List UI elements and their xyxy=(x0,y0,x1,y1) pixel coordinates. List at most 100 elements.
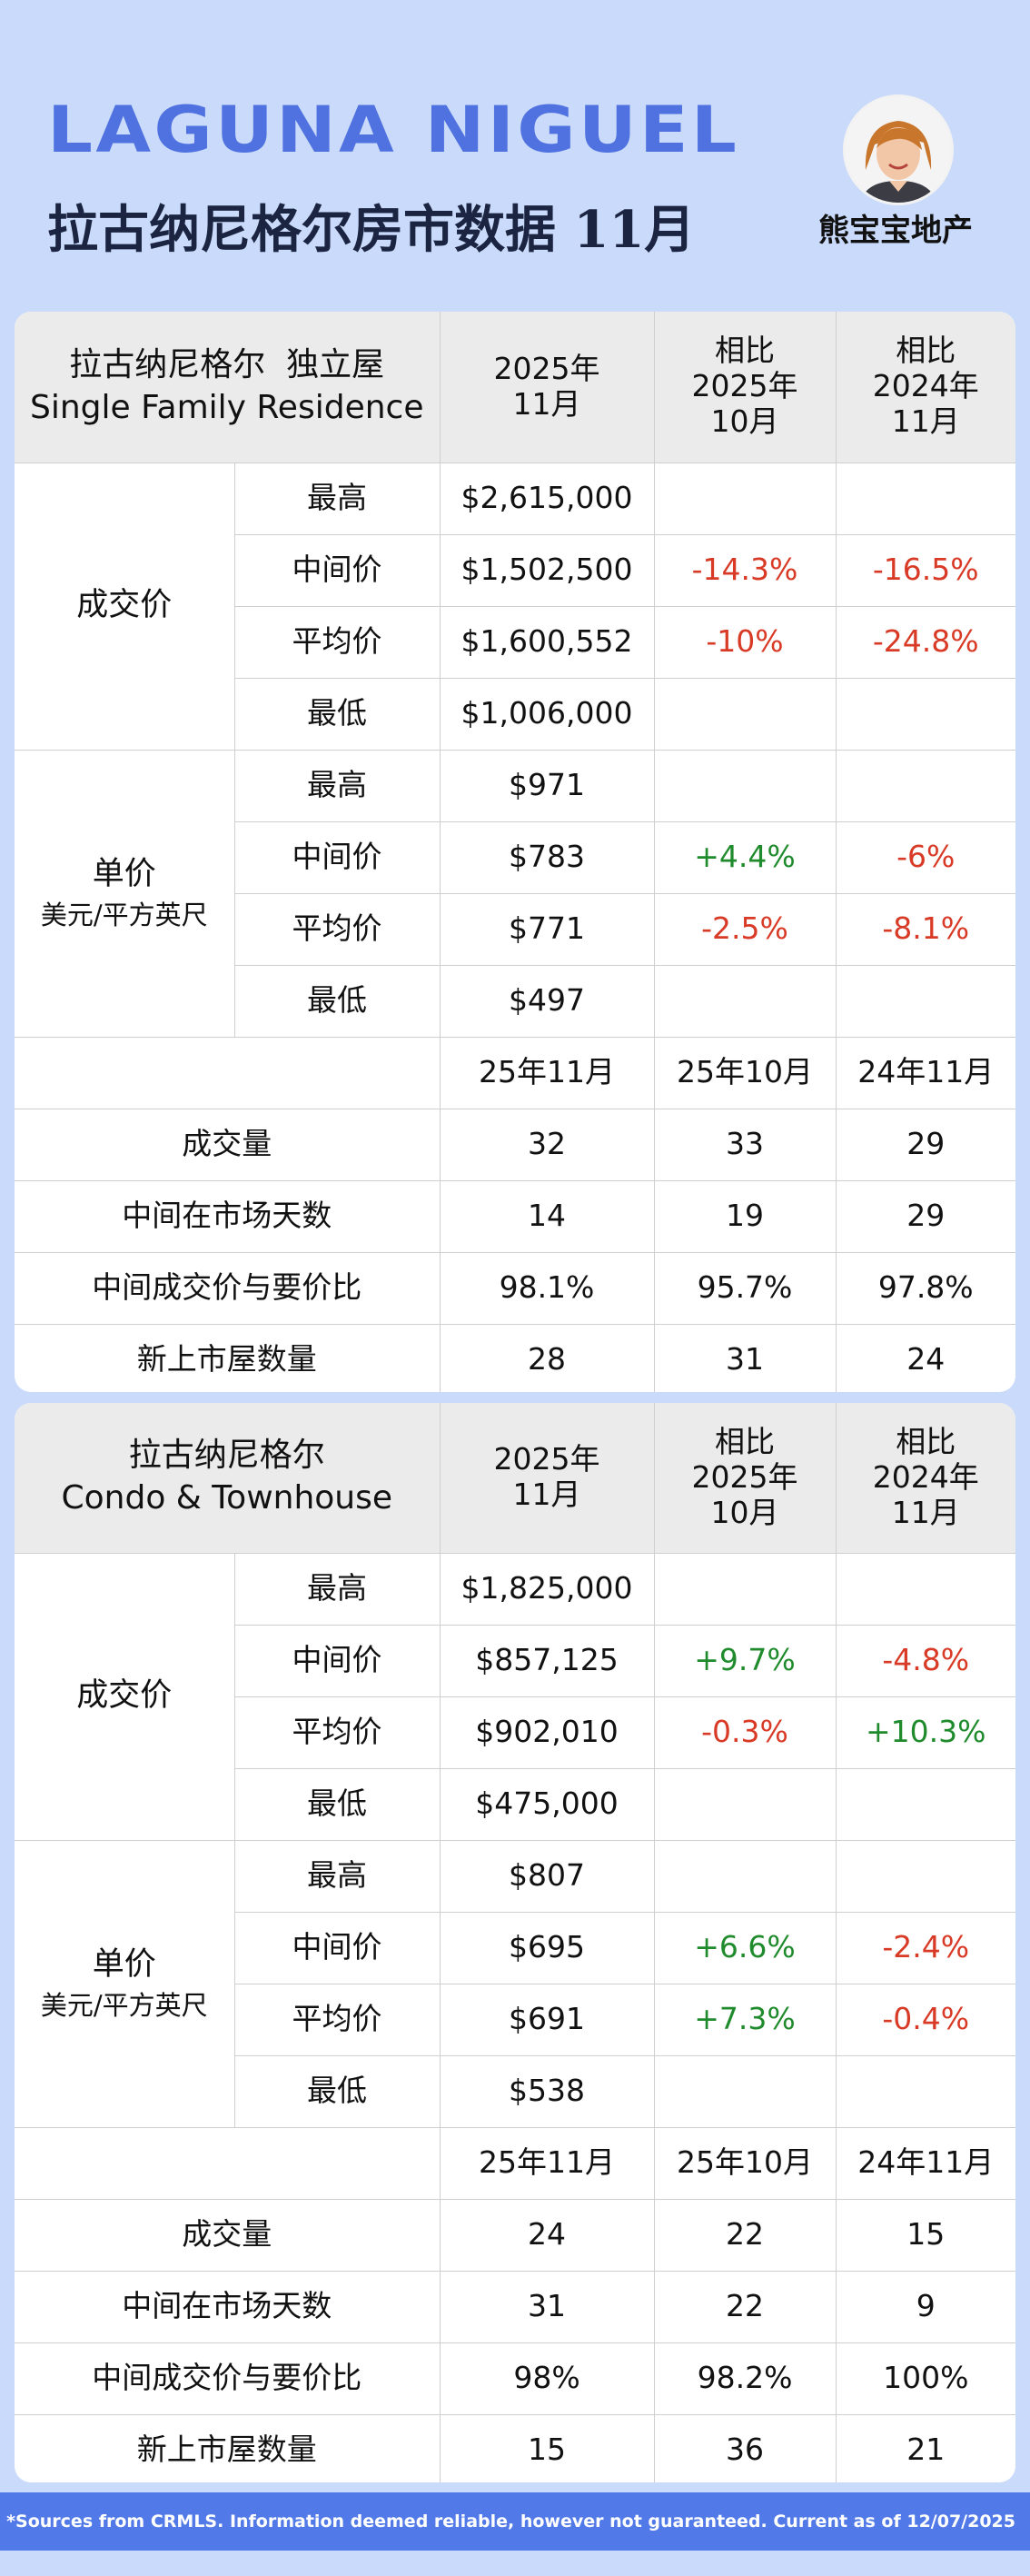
header-line: 2025年 xyxy=(691,368,798,404)
period-header-row: 25年11月 25年10月 24年11月 xyxy=(15,2126,1015,2200)
table-row: 成交价 最高 $2,615,000 xyxy=(15,462,1015,751)
unit-price-label: 单价 xyxy=(92,856,156,893)
table-row: 最低 $538 xyxy=(15,2054,1015,2128)
row-label: 中间价 xyxy=(233,1911,441,1984)
stat-value: 14 xyxy=(439,1179,655,1253)
mom-header: 相比 2025年 10月 xyxy=(653,1403,837,1554)
row-value: $902,010 xyxy=(439,1696,655,1769)
stat-label: 新上市屋数量 xyxy=(15,2413,441,2482)
row-label: 最高 xyxy=(233,462,441,535)
mom-change xyxy=(653,964,837,1038)
mom-change: +4.4% xyxy=(653,821,837,894)
header-line: 2024年 xyxy=(872,368,979,404)
mom-change: -2.5% xyxy=(653,892,837,966)
agent-portrait-icon xyxy=(846,97,951,203)
property-type-cn: 拉古纳尼格尔 xyxy=(128,1437,325,1475)
stat-value: 98.2% xyxy=(653,2342,837,2415)
property-type-en: Single Family Residence xyxy=(30,388,424,426)
row-label: 平均价 xyxy=(233,892,441,966)
stat-row: 中间在市场天数 31 22 9 xyxy=(15,2270,1015,2343)
stat-row: 新上市屋数量 15 36 21 xyxy=(15,2413,1015,2482)
page-header: LAGUNA NIGUEL 拉古纳尼格尔房市数据 11月 熊宝宝地产 xyxy=(0,0,1030,309)
stat-value: 15 xyxy=(439,2413,655,2482)
property-type-cn: 拉古纳尼格尔 独立屋 xyxy=(69,345,385,383)
stat-value: 33 xyxy=(653,1108,837,1181)
mom-change xyxy=(653,1767,837,1841)
row-value: $771 xyxy=(439,892,655,966)
mom-change: +6.6% xyxy=(653,1911,837,1984)
table-row: 平均价 $771 -2.5% -8.1% xyxy=(15,892,1015,966)
mom-header: 相比 2025年 10月 xyxy=(653,312,837,463)
current-period-header: 2025年 11月 xyxy=(439,1403,655,1554)
header-line: 10月 xyxy=(710,1494,779,1530)
source-footer: *Sources from CRMLS. Information deemed … xyxy=(0,2492,1030,2551)
row-label: 中间价 xyxy=(233,533,441,607)
yoy-change: -8.1% xyxy=(835,892,1015,966)
property-type-en: Condo & Townhouse xyxy=(61,1479,393,1517)
stat-value: 21 xyxy=(835,2413,1015,2482)
stat-value: 31 xyxy=(439,2270,655,2343)
stat-value: 9 xyxy=(835,2270,1015,2343)
agency-name: 熊宝宝地产 xyxy=(818,213,973,249)
header-line: 相比 xyxy=(715,333,775,369)
header-line: 11月 xyxy=(891,1494,960,1530)
sale-price-group-label: 成交价 xyxy=(15,1552,235,1841)
yoy-header: 相比 2024年 11月 xyxy=(835,1403,1015,1554)
row-label: 最高 xyxy=(233,1839,441,1913)
stat-label: 中间成交价与要价比 xyxy=(15,2342,441,2415)
table-row: 成交价 最高 $1,825,000 xyxy=(15,1552,1015,1841)
table-row: 中间价 $783 +4.4% -6% xyxy=(15,821,1015,894)
mom-change xyxy=(653,749,837,822)
stat-row: 成交量 24 22 15 xyxy=(15,2198,1015,2272)
row-label: 平均价 xyxy=(233,1983,441,2056)
mom-change: +7.3% xyxy=(653,1983,837,2056)
row-label: 平均价 xyxy=(233,605,441,679)
mom-change xyxy=(653,677,837,751)
yoy-change: -16.5% xyxy=(835,533,1015,607)
period-header-row: 25年11月 25年10月 24年11月 xyxy=(15,1036,1015,1109)
unit-price-unit: 美元/平方英尺 xyxy=(40,899,208,930)
stat-value: 95.7% xyxy=(653,1251,837,1325)
period-label: 24年11月 xyxy=(835,2126,1015,2200)
stat-value: 31 xyxy=(653,1323,837,1392)
mom-change: -0.3% xyxy=(653,1696,837,1769)
row-label: 最高 xyxy=(233,1552,441,1626)
agent-avatar xyxy=(843,94,954,205)
row-label: 最低 xyxy=(233,964,441,1038)
row-value: $497 xyxy=(439,964,655,1038)
row-label: 最低 xyxy=(233,677,441,751)
current-period-header: 2025年 11月 xyxy=(439,312,655,463)
stat-label: 中间成交价与要价比 xyxy=(15,1251,441,1325)
yoy-change: +10.3% xyxy=(835,1696,1015,1769)
stat-value: 24 xyxy=(439,2198,655,2272)
row-value: $971 xyxy=(439,749,655,822)
yoy-change: -24.8% xyxy=(835,605,1015,679)
row-value: $1,825,000 xyxy=(439,1552,655,1626)
header-line: 2024年 xyxy=(872,1458,979,1495)
yoy-change: -6% xyxy=(835,821,1015,894)
yoy-change xyxy=(835,2054,1015,2128)
yoy-change xyxy=(835,1767,1015,1841)
stat-value: 19 xyxy=(653,1179,837,1253)
row-value: $1,006,000 xyxy=(439,677,655,751)
stat-value: 29 xyxy=(835,1108,1015,1181)
row-label: 最高 xyxy=(233,749,441,822)
table-row: 平均价 $1,600,552 -10% -24.8% xyxy=(15,605,1015,679)
stat-value: 29 xyxy=(835,1179,1015,1253)
header-line: 2025年 xyxy=(493,350,600,386)
row-label: 平均价 xyxy=(233,1696,441,1769)
table-row: 平均价 $902,010 -0.3% +10.3% xyxy=(15,1696,1015,1769)
mom-change xyxy=(653,2054,837,2128)
mom-change xyxy=(653,462,837,535)
stat-value: 100% xyxy=(835,2342,1015,2415)
header-line: 11月 xyxy=(891,403,960,440)
stat-value: 15 xyxy=(835,2198,1015,2272)
mom-change xyxy=(653,1552,837,1626)
table-row: 中间价 $857,125 +9.7% -4.8% xyxy=(15,1624,1015,1697)
header-line: 相比 xyxy=(896,1423,956,1459)
row-label: 最低 xyxy=(233,1767,441,1841)
table-header-row: 拉古纳尼格尔 Condo & Townhouse 2025年 11月 相比 20… xyxy=(15,1403,1015,1554)
row-value: $1,502,500 xyxy=(439,533,655,607)
header-line: 相比 xyxy=(896,333,956,369)
condo-data-table: 拉古纳尼格尔 Condo & Townhouse 2025年 11月 相比 20… xyxy=(15,1403,1015,2482)
